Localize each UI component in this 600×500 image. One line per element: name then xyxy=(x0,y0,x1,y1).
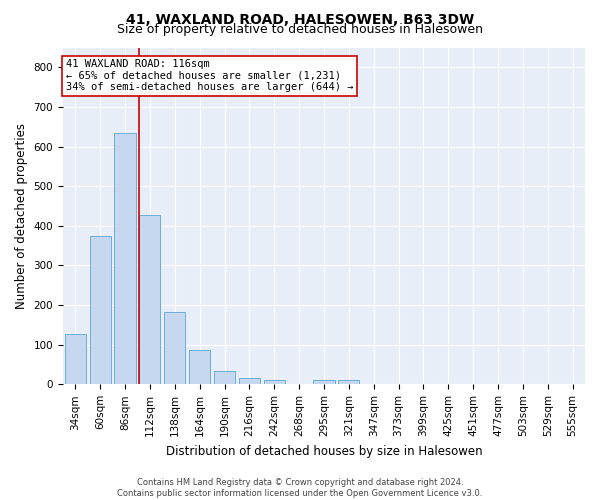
Bar xyxy=(214,371,235,384)
Text: 41 WAXLAND ROAD: 116sqm
← 65% of detached houses are smaller (1,231)
34% of semi: 41 WAXLAND ROAD: 116sqm ← 65% of detache… xyxy=(65,60,353,92)
X-axis label: Distribution of detached houses by size in Halesowen: Distribution of detached houses by size … xyxy=(166,444,482,458)
Text: 41, WAXLAND ROAD, HALESOWEN, B63 3DW: 41, WAXLAND ROAD, HALESOWEN, B63 3DW xyxy=(126,12,474,26)
Bar xyxy=(89,236,111,384)
Bar xyxy=(239,378,260,384)
Bar xyxy=(313,380,335,384)
Text: Contains HM Land Registry data © Crown copyright and database right 2024.
Contai: Contains HM Land Registry data © Crown c… xyxy=(118,478,482,498)
Bar xyxy=(189,350,210,384)
Bar xyxy=(338,380,359,384)
Bar xyxy=(139,214,160,384)
Bar xyxy=(115,132,136,384)
Bar xyxy=(263,380,285,384)
Title: 41, WAXLAND ROAD, HALESOWEN, B63 3DW
Size of property relative to detached house: 41, WAXLAND ROAD, HALESOWEN, B63 3DW Siz… xyxy=(0,499,1,500)
Y-axis label: Number of detached properties: Number of detached properties xyxy=(15,123,28,309)
Text: Size of property relative to detached houses in Halesowen: Size of property relative to detached ho… xyxy=(117,22,483,36)
Bar xyxy=(65,334,86,384)
Bar xyxy=(164,312,185,384)
